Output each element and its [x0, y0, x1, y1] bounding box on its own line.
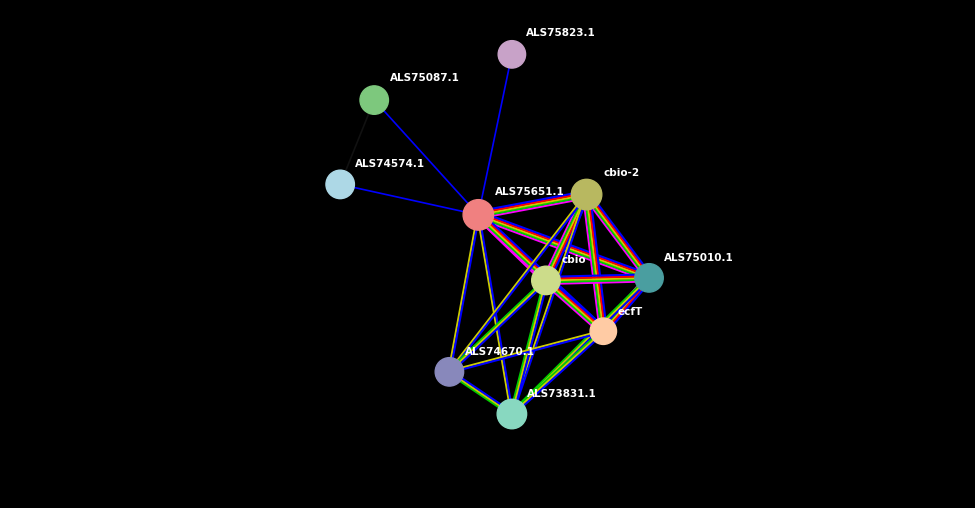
Circle shape — [435, 358, 464, 386]
Text: ALS75823.1: ALS75823.1 — [526, 28, 596, 38]
Text: ALS74574.1: ALS74574.1 — [356, 159, 425, 169]
Circle shape — [498, 41, 526, 68]
Text: ecfT: ecfT — [617, 307, 643, 317]
Circle shape — [571, 179, 602, 210]
Text: ALS75010.1: ALS75010.1 — [664, 252, 734, 263]
Text: cbio: cbio — [562, 255, 586, 265]
Text: ALS74670.1: ALS74670.1 — [465, 346, 534, 357]
Circle shape — [463, 200, 493, 230]
Circle shape — [326, 170, 354, 199]
Circle shape — [635, 264, 663, 292]
Circle shape — [497, 399, 526, 429]
Circle shape — [531, 266, 561, 295]
Text: ALS75087.1: ALS75087.1 — [389, 73, 459, 83]
Circle shape — [590, 318, 616, 344]
Text: ALS75651.1: ALS75651.1 — [495, 187, 565, 197]
Circle shape — [360, 86, 388, 114]
Text: ALS73831.1: ALS73831.1 — [527, 389, 597, 399]
Text: cbio-2: cbio-2 — [604, 168, 640, 178]
